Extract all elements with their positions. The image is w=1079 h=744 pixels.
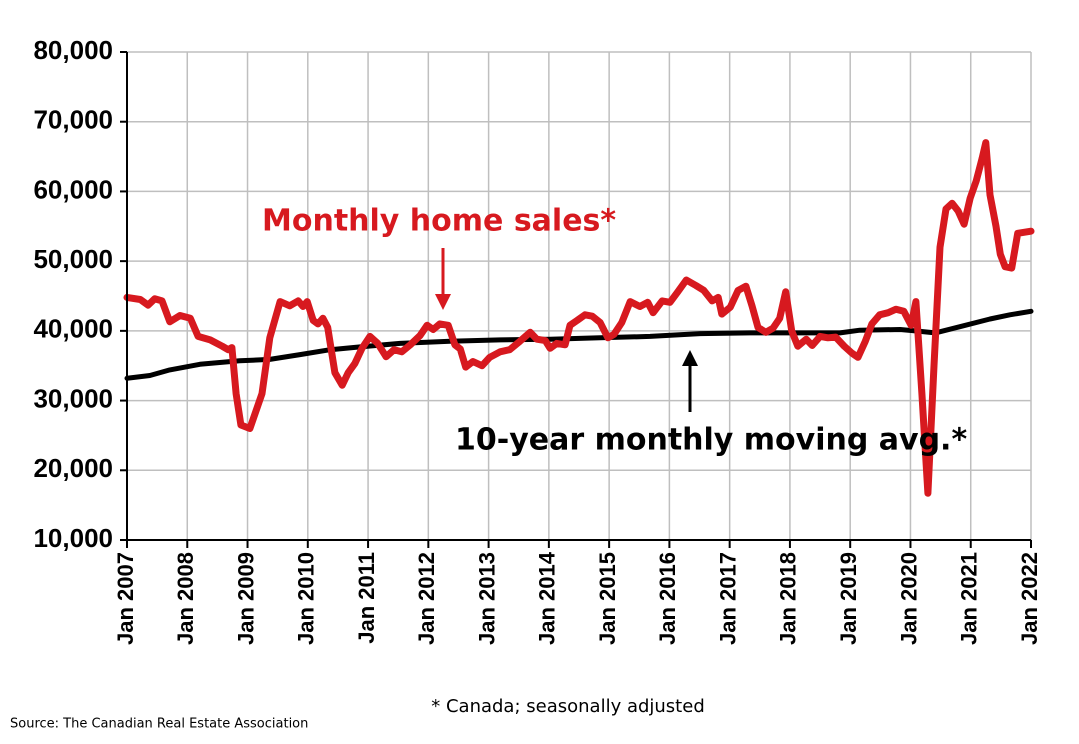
annotation: Monthly home sales* (262, 204, 616, 239)
x-tick-label: Jan 2019 (836, 552, 861, 645)
x-tick-label: Jan 2017 (715, 552, 740, 645)
x-tick-label: Jan 2009 (233, 552, 258, 645)
source: Source: The Canadian Real Estate Associa… (10, 717, 308, 732)
x-tick-label: Jan 2021 (957, 552, 982, 645)
y-tick-label: 80,000 (33, 35, 113, 65)
y-tick-label: 30,000 (33, 383, 113, 413)
annotation: 10-year monthly moving avg.* (455, 423, 967, 458)
grid (120, 51, 1032, 548)
y-tick-label: 20,000 (33, 453, 113, 483)
y-tick-label: 40,000 (33, 314, 113, 344)
y-tick-label: 70,000 (33, 105, 113, 135)
x-tick-label: Jan 2011 (354, 552, 379, 644)
x-tick-label: Jan 2007 (113, 552, 138, 645)
arrow-head (435, 294, 451, 310)
x-tick-label: Jan 2016 (655, 552, 680, 645)
x-tick-label: Jan 2018 (776, 552, 801, 645)
x-tick-label: Jan 2015 (595, 552, 620, 645)
footnote: * Canada; seasonally adjusted (431, 696, 705, 717)
x-tick-label: Jan 2010 (294, 552, 319, 645)
x-tick-label: Jan 2022 (1017, 552, 1042, 645)
arrow-head (682, 350, 698, 366)
x-tick-label: Jan 2020 (896, 552, 921, 645)
x-tick-label: Jan 2012 (414, 552, 439, 645)
y-tick-label: 10,000 (33, 523, 113, 553)
x-tick-label: Jan 2013 (474, 552, 499, 645)
series-line (123, 139, 1035, 497)
series-line (124, 308, 1034, 381)
y-tick-label: 60,000 (33, 174, 113, 204)
x-tick-label: Jan 2008 (173, 552, 198, 645)
y-tick-label: 50,000 (33, 244, 113, 274)
lines (123, 139, 1035, 497)
x-tick-label: Jan 2014 (535, 551, 560, 645)
